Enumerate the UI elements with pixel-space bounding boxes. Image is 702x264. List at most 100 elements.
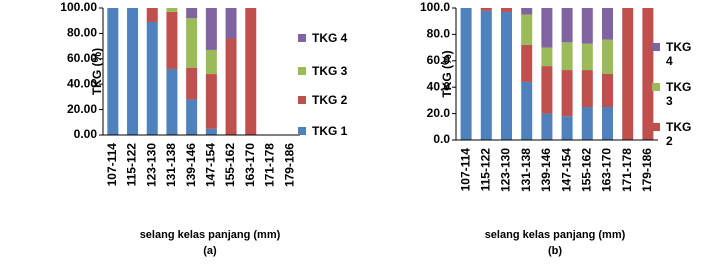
bar-segment [480,8,492,11]
x-tick-label: 155-162 [223,143,237,187]
y-tick-label: 0.0 [433,132,450,146]
x-axis-title: selang kelas panjang (mm) [140,229,281,241]
x-tick-label: 139-146 [184,143,198,187]
bar-segment [146,8,158,22]
bar-segment [127,8,139,135]
bar-segment [581,107,593,140]
x-tick-label: 179-186 [640,148,654,192]
bar-segment [642,8,654,140]
legend-swatch [652,123,660,131]
x-tick-label: 107-114 [105,143,119,187]
legend-label: TKG 2 [666,120,692,148]
bar-segment [561,116,573,140]
y-tick-label: 40.0 [427,79,451,93]
bar-segment [186,99,198,135]
y-tick-label: 60.00 [67,51,97,65]
bar-segment [521,8,533,15]
y-axis-title: TKG (%) [440,50,454,97]
bar-segment [460,8,472,140]
x-tick-label: 115-122 [478,148,492,192]
caption: (a) [203,245,217,257]
bar-segment [205,74,217,129]
legend-label: TKG 4 [312,31,348,45]
y-tick-label: 100.00 [60,0,97,14]
legend-swatch [652,83,660,91]
bar-segment [622,8,634,140]
legend-label: TKG 1 [312,124,348,138]
legend-item: TKG 1 [298,124,352,138]
legend-swatch [652,43,660,51]
bar-segment [602,8,613,40]
y-tick-label: 40.00 [67,76,97,90]
x-tick-label: 115-122 [125,143,139,187]
x-axis-title: selang kelas panjang (mm) [485,229,626,241]
legend-label: TKG 3 [312,64,348,78]
bar-segment [541,66,553,114]
legend-swatch [298,67,306,75]
bar-segment [602,74,613,107]
legend-item: TKG 4 [298,31,352,45]
bar-segment [186,67,198,100]
legend-swatch [298,34,306,42]
legend-swatch [298,96,306,104]
bar-segment [581,43,593,71]
bar-segment [581,8,593,44]
x-tick-label: 131-138 [164,143,178,187]
bar-segment [521,14,533,45]
bar-segment [501,8,512,12]
y-tick-label: 0.00 [74,127,98,141]
legend-item: TKG 2 [298,93,352,107]
bar-segment [541,113,553,140]
x-tick-label: 107-114 [458,148,472,192]
x-tick-label: 171-178 [263,143,277,187]
bar-segment [561,70,573,117]
x-tick-label: 123-130 [499,148,513,192]
bar-segment [205,8,217,50]
y-tick-label: 80.00 [67,26,97,40]
x-tick-label: 163-170 [243,143,257,187]
bar-segment [541,47,553,67]
y-tick-label: 80.0 [427,27,451,41]
bar-segment [205,49,217,75]
legend-item: TKG 4 [652,40,692,68]
bar-segment [501,11,512,140]
x-tick-label: 123-130 [144,143,158,187]
bar-segment [541,8,553,48]
bar-segment [480,10,492,141]
bar-segment [581,70,593,107]
legend-item: TKG 2 [652,120,692,148]
legend-item: TKG 3 [298,64,352,78]
bar-segment [107,8,119,135]
x-tick-label: 131-138 [519,148,533,192]
legend-item: TKG 3 [652,80,692,108]
bar-segment [561,42,573,71]
x-tick-label: 147-154 [559,148,573,192]
x-tick-label: 155-162 [579,148,593,192]
legend: TKG 4 TKG 3 TKG 2 TKG 1 [298,0,352,140]
legend-label: TKG 3 [666,80,692,108]
legend-label: TKG 4 [666,40,692,68]
legend-swatch [298,127,306,135]
bar-segment [521,44,533,82]
y-tick-label: 20.00 [67,102,97,116]
x-tick-label: 139-146 [539,148,553,192]
bar-segment [205,128,217,135]
bar-segment [225,38,237,136]
x-tick-label: 179-186 [282,143,296,187]
y-tick-label: 60.0 [427,53,451,67]
y-tick-label: 20.0 [427,106,451,120]
bar-segment [225,8,237,39]
bar-segment [166,8,178,12]
bar-segment [602,39,613,74]
legend-label: TKG 2 [312,93,348,107]
bar-segment [561,8,573,43]
bar-segment [186,8,198,19]
bar-segment [166,68,178,135]
caption: (b) [548,245,562,257]
bar-segment [146,21,158,135]
bar-segment [245,8,257,135]
bar-segment [166,11,178,69]
y-axis-title: TKG (%) [90,48,104,95]
